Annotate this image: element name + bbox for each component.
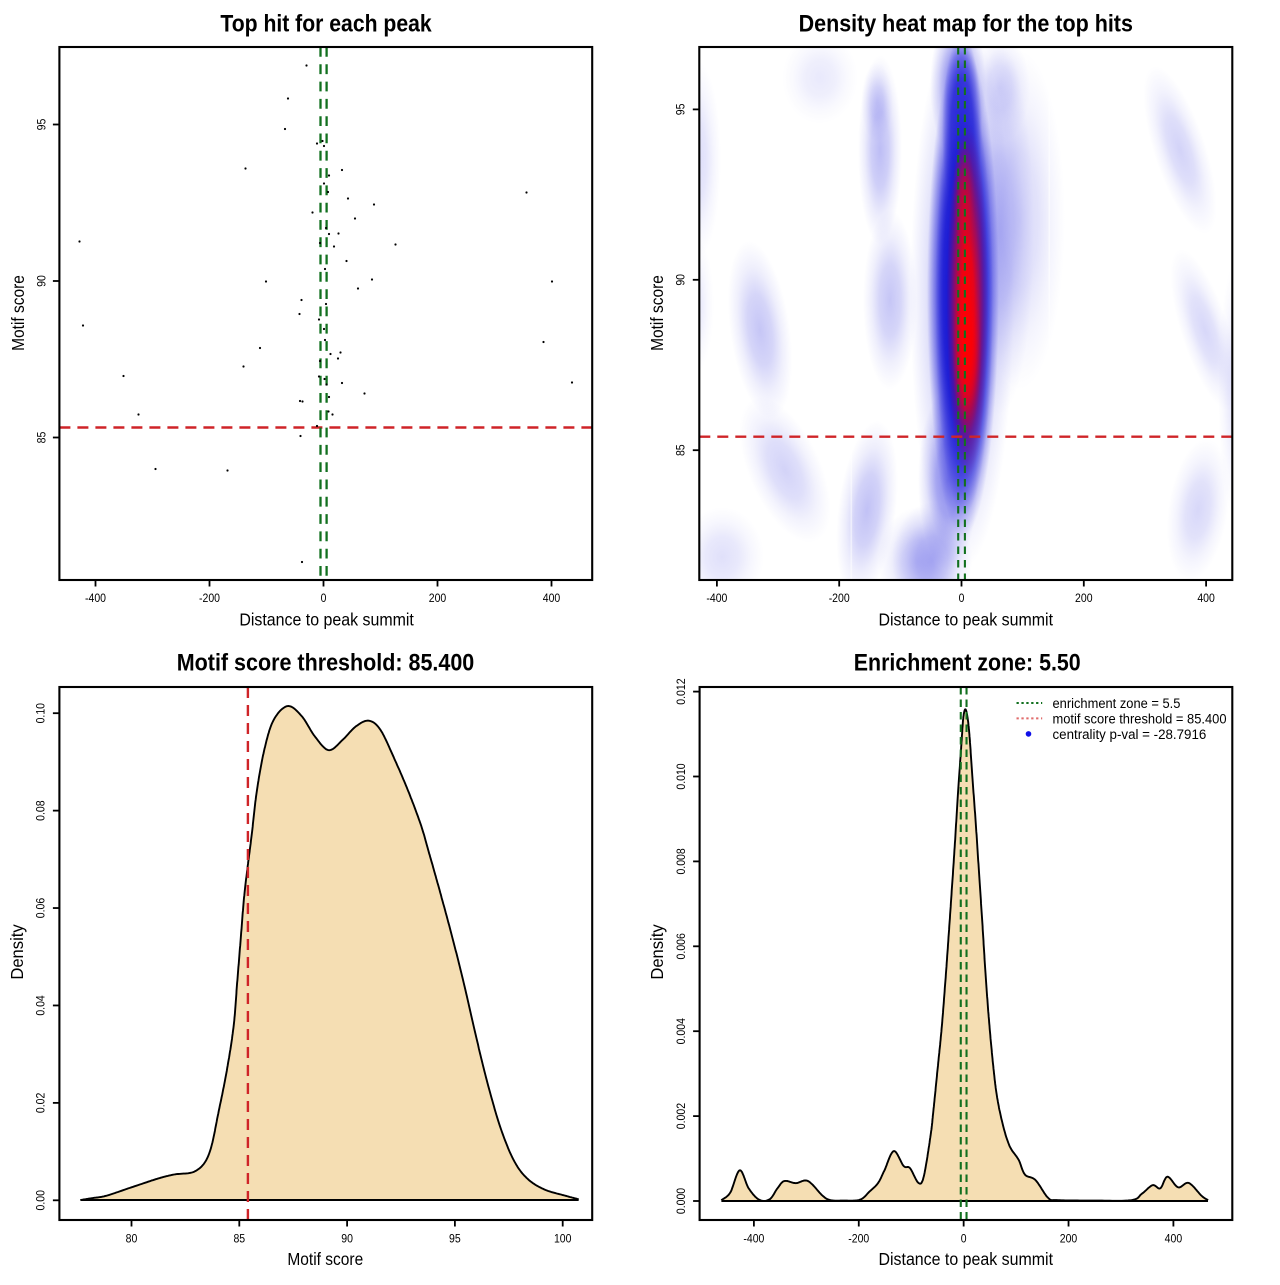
svg-text:Motif score: Motif score xyxy=(647,275,667,351)
svg-text:200: 200 xyxy=(1075,591,1093,605)
svg-text:centrality p-val = -28.7916: centrality p-val = -28.7916 xyxy=(1053,727,1207,742)
svg-text:0.06: 0.06 xyxy=(33,898,47,919)
svg-text:400: 400 xyxy=(1165,1232,1183,1246)
svg-text:85: 85 xyxy=(34,431,48,443)
svg-text:Motif score: Motif score xyxy=(8,275,28,351)
svg-text:0.00: 0.00 xyxy=(33,1190,47,1211)
svg-text:90: 90 xyxy=(674,274,688,286)
svg-text:Density: Density xyxy=(647,924,667,980)
svg-text:85: 85 xyxy=(233,1232,245,1246)
svg-text:100: 100 xyxy=(554,1232,572,1246)
svg-text:Density heat map for the top h: Density heat map for the top hits xyxy=(799,10,1133,37)
svg-text:0.04: 0.04 xyxy=(33,995,47,1016)
svg-text:200: 200 xyxy=(429,591,447,605)
svg-text:200: 200 xyxy=(1060,1232,1078,1246)
svg-text:90: 90 xyxy=(34,275,48,287)
svg-text:Top hit for each peak: Top hit for each peak xyxy=(220,10,432,37)
svg-text:90: 90 xyxy=(341,1232,353,1246)
svg-text:95: 95 xyxy=(34,118,48,130)
svg-text:motif score threshold = 85.400: motif score threshold = 85.400 xyxy=(1053,712,1227,727)
svg-text:0.10: 0.10 xyxy=(33,703,47,724)
svg-text:Motif score: Motif score xyxy=(287,1249,363,1269)
svg-text:enrichment zone = 5.5: enrichment zone = 5.5 xyxy=(1053,696,1181,711)
svg-text:-200: -200 xyxy=(848,1232,869,1246)
svg-text:Distance to peak summit: Distance to peak summit xyxy=(879,609,1054,629)
svg-text:Density: Density xyxy=(7,924,27,980)
svg-text:0: 0 xyxy=(959,591,965,605)
svg-text:0.008: 0.008 xyxy=(674,848,688,875)
svg-text:0.08: 0.08 xyxy=(33,800,47,821)
svg-text:0.004: 0.004 xyxy=(674,1018,688,1045)
svg-text:-400: -400 xyxy=(706,591,727,605)
svg-text:Distance to peak summit: Distance to peak summit xyxy=(879,1249,1054,1269)
svg-text:-200: -200 xyxy=(829,591,850,605)
svg-text:400: 400 xyxy=(543,591,561,605)
svg-text:Motif score threshold: 85.400: Motif score threshold: 85.400 xyxy=(177,650,475,677)
svg-text:0.002: 0.002 xyxy=(674,1103,688,1130)
svg-text:95: 95 xyxy=(674,103,688,115)
svg-text:-400: -400 xyxy=(85,591,106,605)
svg-text:0: 0 xyxy=(321,591,327,605)
svg-text:85: 85 xyxy=(674,444,688,456)
svg-text:-400: -400 xyxy=(743,1232,764,1246)
svg-text:0.006: 0.006 xyxy=(674,933,688,960)
svg-text:Distance to peak summit: Distance to peak summit xyxy=(239,609,414,629)
svg-text:0.010: 0.010 xyxy=(674,763,688,790)
svg-text:95: 95 xyxy=(449,1232,461,1246)
svg-text:-200: -200 xyxy=(199,591,220,605)
svg-text:0.000: 0.000 xyxy=(674,1188,688,1215)
svg-text:0.012: 0.012 xyxy=(674,678,688,705)
svg-text:Enrichment zone: 5.50: Enrichment zone: 5.50 xyxy=(854,650,1081,677)
svg-text:0.02: 0.02 xyxy=(33,1092,47,1113)
svg-text:0: 0 xyxy=(961,1232,967,1246)
svg-text:80: 80 xyxy=(126,1232,138,1246)
svg-text:400: 400 xyxy=(1197,591,1215,605)
